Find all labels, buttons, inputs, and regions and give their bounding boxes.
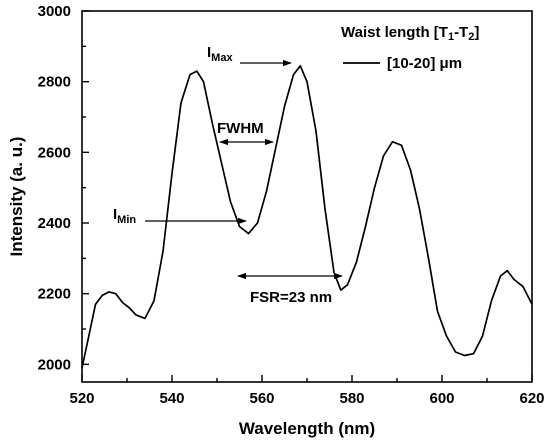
- fsr-label: FSR=23 nm: [250, 289, 332, 306]
- legend-entry: [10-20] μm: [387, 55, 462, 72]
- x-tick-label: 580: [339, 390, 364, 407]
- series-line: [81, 64, 533, 369]
- x-tick-label: 560: [249, 390, 274, 407]
- x-tick-label: 600: [429, 390, 454, 407]
- imax-label: IMax: [207, 44, 233, 64]
- imin-label: IMin: [113, 206, 136, 226]
- y-tick-label: 2200: [38, 286, 71, 303]
- y-tick-label: 2600: [38, 144, 71, 161]
- y-tick-label: 2400: [38, 215, 71, 232]
- x-axis-title: Wavelength (nm): [239, 419, 375, 438]
- x-tick-label: 620: [519, 390, 544, 407]
- legend-title: Waist length [T1-T2]: [341, 24, 479, 43]
- fwhm-label: FWHM: [217, 120, 264, 137]
- plot-frame: [81, 10, 533, 383]
- y-axis-title: Intensity (a. u.): [7, 137, 26, 257]
- x-tick-label: 520: [69, 390, 94, 407]
- y-tick-label: 2000: [38, 356, 71, 373]
- x-tick-label: 540: [159, 390, 184, 407]
- y-tick-label: 2800: [38, 74, 71, 91]
- y-tick-label: 3000: [38, 3, 71, 20]
